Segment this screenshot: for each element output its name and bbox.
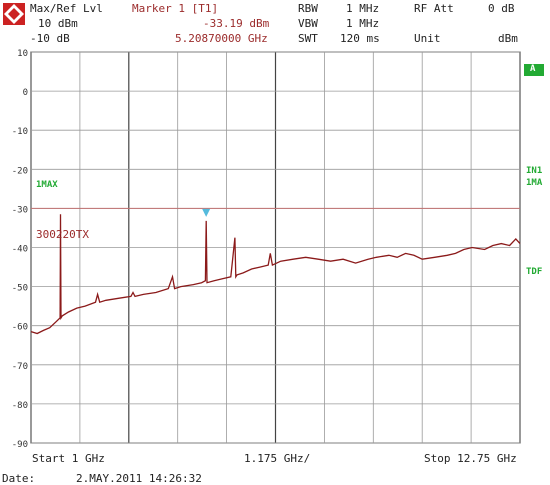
header-swt-label: SWT [298, 32, 318, 45]
header-rf-att-value: 0 dB [488, 2, 515, 15]
marker-frequency: 5.20870000 GHz [175, 32, 268, 45]
header-swt-value: 120 ms [340, 32, 380, 45]
header-scale: -10 dB [30, 32, 70, 45]
stop-frequency: Stop 12.75 GHz [424, 452, 517, 465]
side-label-in1: IN1 [526, 166, 543, 176]
header-rbw-label: RBW [298, 2, 318, 15]
marker-1-icon [202, 208, 211, 217]
header-vbw-label: VBW [298, 17, 318, 30]
frequency-span-per-div: 1.175 GHz/ [244, 452, 311, 465]
y-tick-label: -90 [12, 440, 28, 450]
date-value: 2.MAY.2011 14:26:32 [76, 472, 202, 485]
trace-a-label: A [530, 64, 536, 74]
header-marker-title: Marker 1 [T1] [132, 2, 219, 15]
spectrum-trace [30, 214, 521, 335]
header-rbw-value: 1 MHz [346, 2, 380, 15]
header-ref-level: 10 dBm [38, 17, 78, 30]
threshold-label: 300220TX [36, 228, 89, 241]
trace-a-indicator: A [524, 64, 544, 76]
y-tick-label: -50 [12, 284, 28, 294]
header-unit-label: Unit [414, 32, 441, 45]
header-unit-value: dBm [498, 32, 518, 45]
y-tick-label: -80 [12, 401, 28, 411]
side-label-tdf: TDF [526, 267, 543, 277]
start-frequency: Start 1 GHz [32, 452, 105, 465]
marker-level: -33.19 dBm [203, 17, 270, 30]
y-tick-label: -10 [12, 127, 28, 137]
y-tick-label: -70 [12, 362, 28, 372]
date-label: Date: [2, 472, 36, 485]
trace-detector-label: 1MAX [36, 180, 58, 190]
header-vbw-value: 1 MHz [346, 17, 380, 30]
rohde-schwarz-logo-icon [3, 3, 25, 25]
header-rf-att-label: RF Att [414, 2, 454, 15]
y-tick-label: 10 [17, 49, 28, 59]
y-tick-label: -20 [12, 166, 28, 176]
y-tick-label: -60 [12, 323, 28, 333]
y-tick-label: -40 [12, 245, 28, 255]
y-tick-label: -30 [12, 205, 28, 215]
header-max-ref-lvl: Max/Ref Lvl [30, 2, 103, 15]
y-tick-label: 0 [23, 88, 28, 98]
side-label-1ma: 1MA [526, 178, 543, 188]
